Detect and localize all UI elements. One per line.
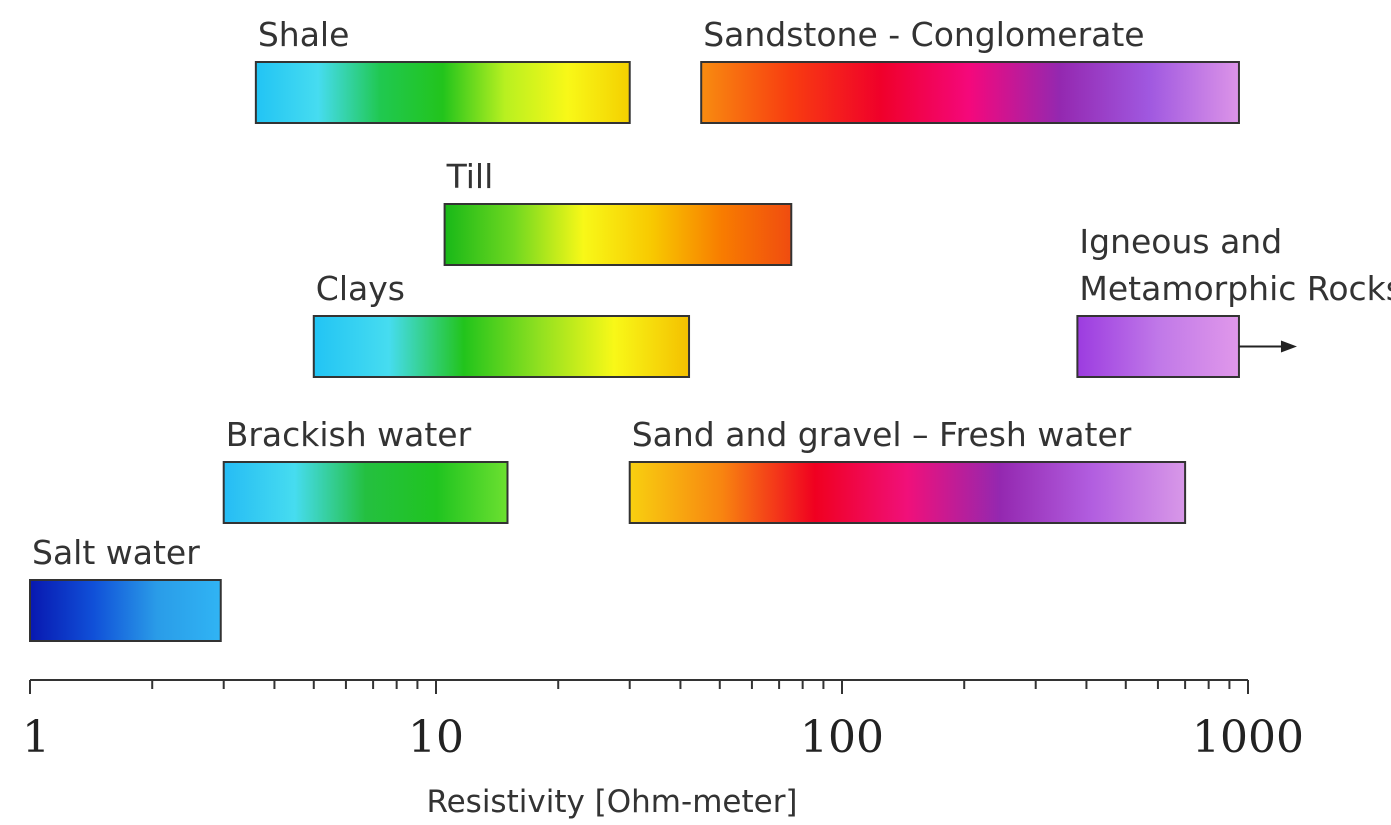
x-axis: 1 10 100 1000 [22, 679, 1304, 763]
x-axis-title: Resistivity [Ohm-meter] [426, 784, 797, 820]
bar-clays [312, 315, 691, 378]
tick-label-10: 10 [408, 712, 464, 763]
label-clays: Clays [316, 269, 405, 308]
label-sand-gravel: Sand and gravel – Fresh water [632, 415, 1132, 454]
tick-label-1: 1 [22, 712, 50, 763]
bar-igneous [1076, 315, 1240, 378]
arrow-igneous-head [1280, 340, 1297, 353]
range-shale: Shale [254, 15, 631, 124]
range-clays: Clays [312, 269, 691, 378]
bar-salt [29, 579, 222, 642]
range-till: Till [443, 157, 793, 266]
label-igneous-1: Igneous and [1079, 222, 1282, 261]
label-till: Till [446, 157, 494, 196]
label-shale: Shale [258, 15, 350, 54]
range-igneous: Igneous and Metamorphic Rocks [1076, 222, 1391, 378]
label-brackish: Brackish water [226, 415, 472, 454]
tick-label-100: 100 [800, 712, 884, 763]
bar-shale [254, 61, 631, 124]
range-brackish: Brackish water [222, 415, 509, 524]
tick-label-1000: 1000 [1192, 712, 1304, 763]
bar-sand-gravel [628, 461, 1187, 524]
bar-brackish [222, 461, 509, 524]
range-sand-gravel: Sand and gravel – Fresh water [628, 415, 1187, 524]
label-salt: Salt water [32, 533, 200, 572]
range-salt: Salt water [29, 533, 222, 642]
bar-sandstone [700, 61, 1240, 124]
label-igneous-2: Metamorphic Rocks [1079, 269, 1391, 308]
range-sandstone: Sandstone - Conglomerate [700, 15, 1240, 124]
bar-till [443, 203, 793, 266]
range-bars: Shale Sandstone - Conglomerate Till Igneous… [29, 15, 1391, 642]
label-sandstone: Sandstone - Conglomerate [703, 15, 1144, 54]
